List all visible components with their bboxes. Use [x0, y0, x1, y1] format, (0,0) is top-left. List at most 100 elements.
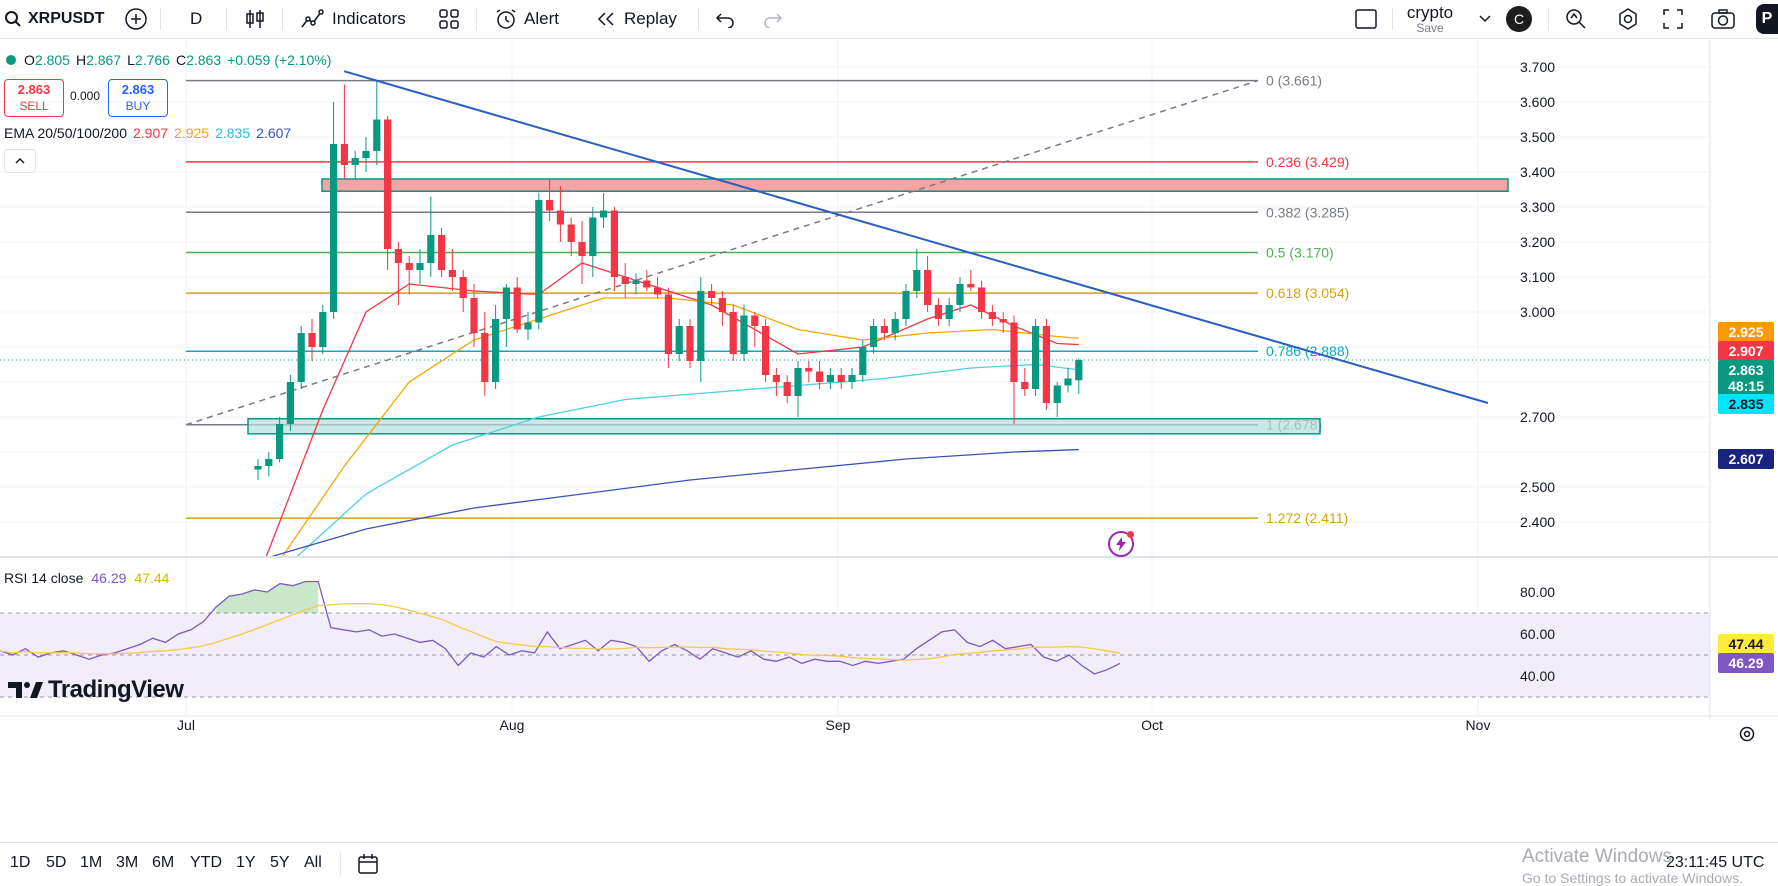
range-button-all[interactable]: All: [304, 854, 322, 871]
candle: [254, 459, 262, 480]
candle-body: [956, 284, 964, 305]
tradingview-logo[interactable]: TradingView: [8, 676, 184, 704]
layout-save-label: Save: [1416, 21, 1444, 35]
candle-body: [848, 375, 856, 382]
interval-button[interactable]: D: [190, 0, 202, 38]
indicators-label: Indicators: [332, 9, 406, 28]
candle: [362, 137, 370, 172]
support-zone[interactable]: [247, 418, 1321, 435]
candle-body: [934, 305, 942, 319]
goto-date-button[interactable]: [356, 852, 380, 876]
candle-body: [351, 158, 359, 165]
candle: [524, 312, 532, 340]
fib-trend-line[interactable]: [185, 79, 1259, 426]
range-button-ytd[interactable]: YTD: [190, 854, 222, 871]
quick-search-button[interactable]: [1564, 0, 1588, 38]
candle-body: [384, 119, 392, 249]
candle-body: [1021, 382, 1029, 389]
candle: [340, 84, 348, 179]
tv-logo-icon: [8, 680, 44, 700]
resistance-zone[interactable]: [321, 178, 1509, 192]
candle: [654, 277, 662, 298]
candle-body: [945, 305, 953, 319]
candle-body: [967, 284, 975, 288]
sell-button[interactable]: 2.863 SELL: [4, 79, 64, 117]
range-button-1m[interactable]: 1M: [80, 854, 103, 871]
chart-type-button[interactable]: [244, 0, 266, 38]
undo-button[interactable]: [714, 0, 736, 38]
divider: [340, 853, 341, 875]
buy-button[interactable]: 2.863 BUY: [108, 79, 168, 117]
candle-body: [254, 466, 262, 470]
fibonacci-retracement[interactable]: 0 (3.661) 0.236 (3.429) 0.382 (3.285) 0.5 (…: [186, 73, 1349, 527]
replay-button[interactable]: Replay: [596, 0, 677, 38]
open-label: O: [24, 52, 35, 68]
candle-body: [729, 312, 737, 354]
layout-toggle-button[interactable]: [1354, 0, 1378, 38]
range-button-3m[interactable]: 3M: [116, 854, 139, 871]
time-axis-label: Nov: [1466, 717, 1491, 733]
ema-200-value: 2.607: [256, 125, 292, 141]
support-resistance-zones[interactable]: [247, 178, 1509, 435]
candle: [891, 312, 899, 340]
range-button-5d[interactable]: 5D: [46, 854, 67, 871]
rsi-legend[interactable]: RSI 14 close 46.29 47.44: [4, 570, 169, 586]
close-label: C: [175, 52, 187, 68]
rsi-overbought-fill: [216, 581, 319, 613]
range-button-5y[interactable]: 5Y: [270, 854, 290, 871]
events-button[interactable]: [1108, 531, 1134, 557]
time-axis-label: Oct: [1141, 717, 1163, 733]
layout-menu-button[interactable]: [1478, 0, 1492, 38]
axis-settings-button[interactable]: [1738, 725, 1756, 743]
divider: [476, 8, 477, 30]
candle-body: [340, 144, 348, 165]
candle-body: [610, 210, 618, 277]
ema-legend[interactable]: EMA 20/50/100/200 2.907 2.925 2.835 2.607: [4, 125, 291, 141]
publish-letter: P: [1761, 10, 1773, 27]
candle: [859, 340, 867, 382]
candle-body: [297, 333, 305, 382]
alert-button[interactable]: Alert: [494, 0, 559, 38]
indicators-icon: [300, 8, 324, 30]
grid-icon: [438, 8, 460, 30]
candle-body: [837, 375, 845, 382]
candle-body: [394, 249, 402, 263]
candle: [513, 277, 521, 333]
candle-body: [492, 319, 500, 382]
candle: [643, 270, 651, 291]
activation-watermark-subtitle: Go to Settings to activate Windows.: [1522, 870, 1743, 886]
divider: [226, 8, 227, 30]
candle: [578, 221, 586, 284]
candle: [805, 361, 813, 382]
range-button-6m[interactable]: 6M: [152, 854, 175, 871]
layout-name-button[interactable]: crypto Save: [1400, 3, 1460, 34]
trend-lines[interactable]: [185, 70, 1489, 426]
collapse-legend-button[interactable]: [4, 149, 36, 173]
magic-search-icon: [1564, 7, 1588, 31]
compare-button[interactable]: [124, 0, 148, 38]
candle: [632, 273, 640, 295]
candle-body: [816, 371, 824, 382]
settings-button[interactable]: [1616, 0, 1640, 38]
candle-body: [794, 368, 802, 396]
candle-body: [546, 200, 554, 211]
candle-body: [470, 298, 478, 333]
account-avatar[interactable]: C: [1506, 6, 1532, 32]
publish-button[interactable]: P: [1756, 4, 1778, 34]
snapshot-button[interactable]: [1710, 0, 1736, 38]
descending-trend-line[interactable]: [343, 70, 1489, 404]
range-button-1d[interactable]: 1D: [10, 854, 31, 871]
redo-button[interactable]: [762, 0, 784, 38]
symbol-search-button[interactable]: XRPUSDT: [4, 0, 104, 38]
gear-icon: [1616, 7, 1640, 31]
indicators-button[interactable]: Indicators: [300, 0, 406, 38]
candle-body: [913, 270, 921, 291]
price-axis-tag: 2.907: [1718, 341, 1774, 361]
fullscreen-button[interactable]: [1662, 0, 1684, 38]
range-button-1y[interactable]: 1Y: [236, 854, 256, 871]
rsi-axis-tag: 46.29: [1718, 653, 1774, 673]
candle-body: [805, 368, 813, 372]
clock[interactable]: 23:11:45 UTC: [1666, 854, 1765, 871]
chart-canvas[interactable]: 0 (3.661) 0.236 (3.429) 0.382 (3.285) 0.5 (…: [0, 40, 1778, 840]
templates-button[interactable]: [438, 0, 460, 38]
